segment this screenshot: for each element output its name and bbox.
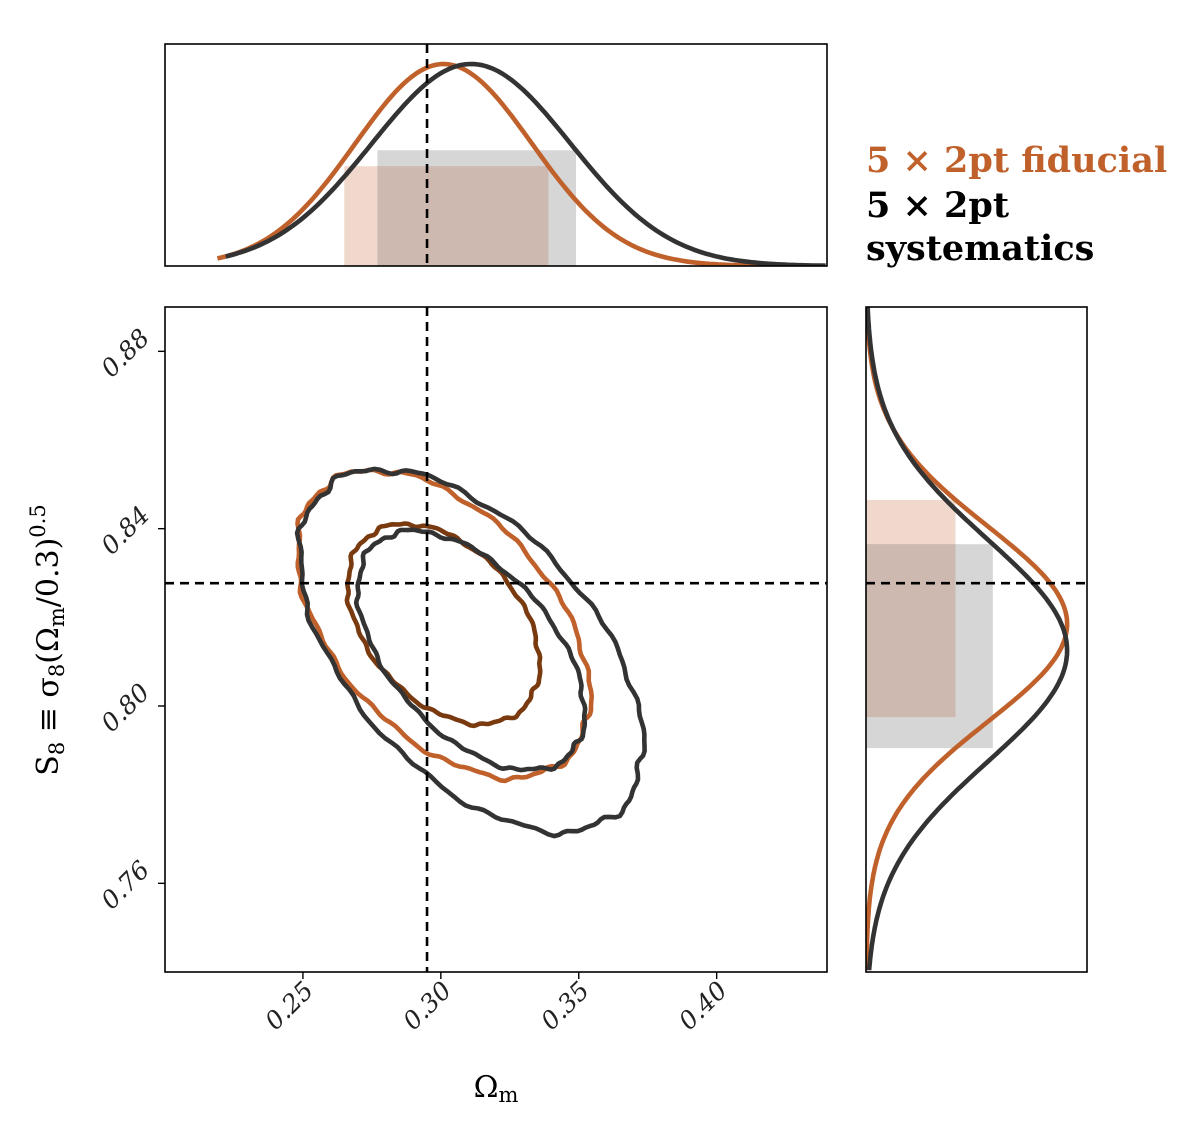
s8-overlap-band <box>866 544 956 718</box>
systematics-2sigma-contour <box>294 466 647 839</box>
y-tick-label: 0.80 <box>95 678 155 738</box>
omegam-systematics-curve <box>225 61 826 266</box>
x-tick-label: 0.35 <box>535 976 595 1036</box>
legend-systematics-line1: 5 × 2pt <box>866 185 1009 226</box>
legend: 5 × 2pt fiducial 5 × 2pt systematics <box>866 140 1167 269</box>
top-marginal-panel <box>164 43 828 267</box>
omegam-fiducial-curve <box>216 61 826 266</box>
x-tick-label: 0.25 <box>259 976 319 1036</box>
main-panel-frame <box>164 306 828 973</box>
y-tick-label: 0.84 <box>95 500 155 560</box>
fiducial-1sigma-contour <box>344 521 543 729</box>
right-panel-frame <box>865 306 1088 973</box>
fiducial-2sigma-contour <box>295 467 594 784</box>
main-contour-panel: 0.25 0.30 0.35 0.40 0.76 0.80 0.84 0.88 Ωm S8 … <box>26 306 828 1107</box>
x-axis-label: Ωm <box>474 1070 519 1107</box>
x-axis-ticks: 0.25 0.30 0.35 0.40 <box>259 972 733 1036</box>
top-panel-frame <box>164 43 828 267</box>
systematics-1sigma-contour <box>353 527 588 773</box>
y-tick-label: 0.76 <box>95 855 155 915</box>
legend-fiducial: 5 × 2pt fiducial <box>866 140 1167 181</box>
y-axis-label: S8 ≡ σ8(Ωm/0.3)0.5 <box>26 504 69 775</box>
y-tick-label: 0.88 <box>95 323 155 383</box>
right-marginal-panel <box>865 306 1088 973</box>
x-tick-label: 0.40 <box>673 976 733 1036</box>
omegam-overlap-band <box>377 166 549 266</box>
y-axis-ticks: 0.76 0.80 0.84 0.88 <box>95 323 165 915</box>
s8-systematics-curve <box>866 307 1070 971</box>
legend-systematics-line2: systematics <box>866 228 1094 269</box>
x-tick-label: 0.30 <box>397 976 457 1036</box>
